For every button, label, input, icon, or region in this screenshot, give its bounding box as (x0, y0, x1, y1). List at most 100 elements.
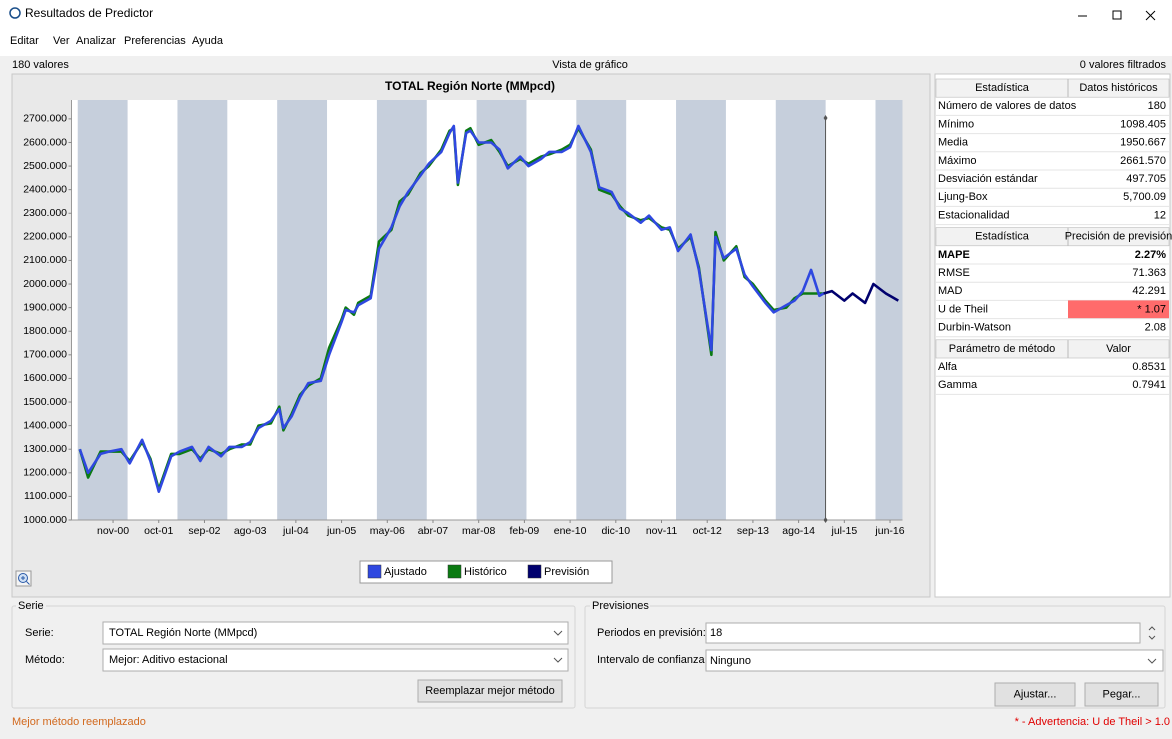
stats-value: 2.08 (1145, 322, 1166, 334)
serie-group (11, 605, 576, 709)
stats-label: Estacionalidad (938, 209, 1010, 221)
y-tick-label: 2300.000 (23, 207, 67, 219)
stats-value: 5,700.09 (1123, 191, 1166, 203)
x-tick-label: dic-10 (602, 525, 631, 537)
season-band (77, 100, 128, 520)
y-tick-label: 2500.000 (23, 160, 67, 172)
y-tick-label: 1000.000 (23, 514, 67, 526)
y-tick-label: 1200.000 (23, 467, 67, 479)
chart-title: TOTAL Región Norte (MMpcd) (385, 79, 555, 93)
group-title-bg (16, 600, 46, 612)
dropdown-arrow (553, 657, 563, 663)
season-band (875, 100, 903, 520)
x-tick-label: oct-01 (144, 525, 173, 537)
spinner[interactable] (1148, 626, 1156, 640)
periods-input[interactable] (705, 622, 1141, 644)
x-tick-label: jun-05 (326, 525, 356, 537)
restore[interactable] (1112, 10, 1122, 20)
periods-value: 18 (710, 627, 722, 639)
y-tick-label: 1100.000 (24, 490, 67, 502)
y-tick-label: 1400.000 (23, 419, 67, 431)
adjust-button[interactable] (994, 682, 1076, 707)
stats-value: 42.291 (1132, 285, 1166, 297)
stats-value: 2661.570 (1120, 155, 1166, 167)
menu-item[interactable]: Preferencias (124, 35, 186, 47)
season-band (676, 100, 726, 520)
x-tick-label: ago-03 (234, 525, 267, 537)
season-band (576, 100, 627, 520)
view-label: Vista de gráfico (552, 59, 628, 71)
x-tick-label: abr-07 (418, 525, 449, 537)
y-tick-label: 2200.000 (23, 231, 67, 243)
method-value: Mejor: Aditivo estacional (109, 654, 228, 666)
stats-header: Precisión de previsión (1065, 231, 1172, 243)
stats-value: 1098.405 (1120, 118, 1166, 130)
legend-swatch (527, 564, 542, 579)
app-icon (9, 7, 21, 19)
legend-label: Histórico (464, 566, 507, 578)
stats-value: 71.363 (1132, 267, 1166, 279)
window-title: Resultados de Predictor (25, 6, 153, 20)
y-tick-label: 1300.000 (23, 443, 67, 455)
stats-panel (934, 73, 1171, 598)
stats-header: Estadística (975, 82, 1030, 94)
stats-header: Parámetro de método (949, 343, 1055, 355)
legend-label: Previsión (544, 566, 589, 578)
y-tick-label: 2600.000 (23, 136, 67, 148)
serie-dropdown[interactable] (102, 621, 569, 645)
close[interactable] (1145, 10, 1156, 21)
replace-button[interactable] (417, 679, 563, 703)
paste-button-label: Pegar... (1103, 688, 1141, 700)
series-line (823, 282, 899, 305)
stats-value: 1950.667 (1120, 137, 1166, 149)
replace-button-label: Reemplazar mejor método (425, 685, 555, 697)
stats-value: 497.705 (1126, 173, 1166, 185)
stats-label: U de Theil (938, 303, 988, 315)
zoom-button[interactable] (15, 570, 32, 587)
season-band (775, 100, 826, 520)
stats-value: 0.8531 (1132, 361, 1166, 373)
stats-header: Estadística (975, 231, 1030, 243)
periods-label: Periodos en previsión: (597, 627, 706, 639)
dropdown-arrow (553, 630, 563, 636)
stats-label: MAPE (938, 249, 970, 261)
serie-group-title: Serie (18, 600, 44, 612)
stats-label: Máximo (938, 155, 977, 167)
stats-value: 180 (1148, 100, 1166, 112)
stats-label: Desviación estándar (938, 173, 1038, 185)
x-tick-label: mar-08 (462, 525, 495, 537)
x-tick-label: nov-11 (646, 525, 677, 537)
stats-header: Datos históricos (1079, 82, 1158, 94)
stats-label: Gamma (938, 379, 978, 391)
adjust-button-label: Ajustar... (1014, 688, 1057, 700)
series-line (78, 124, 825, 493)
x-tick-label: jul-15 (830, 525, 857, 537)
x-tick-label: nov-00 (97, 525, 129, 537)
legend-label: Ajustado (384, 566, 427, 578)
value-count: 180 valores (12, 59, 69, 71)
toolbar (0, 56, 1172, 73)
stats-label: Media (938, 137, 969, 149)
y-tick-label: 1500.000 (23, 396, 67, 408)
menu-item[interactable]: Ayuda (192, 35, 224, 47)
y-tick-label: 2000.000 (23, 278, 67, 290)
y-tick-label: 1700.000 (23, 349, 67, 361)
dropdown-arrow (1147, 658, 1157, 664)
stats-label: Mínimo (938, 118, 974, 130)
x-tick-label: ago-14 (782, 525, 815, 537)
interval-dropdown[interactable] (705, 649, 1164, 672)
forecast-group-title: Previsiones (592, 600, 649, 612)
menu-item[interactable]: Ver (53, 35, 70, 47)
stats-label: Número de valores de datos (938, 100, 1077, 112)
menu-item[interactable]: Editar (10, 35, 39, 47)
season-band (277, 100, 328, 520)
title-area (0, 0, 1172, 56)
method-dropdown[interactable] (102, 648, 569, 672)
zoom-glyph (21, 576, 30, 585)
stats-header-row (935, 339, 1170, 359)
menu-item[interactable]: Analizar (76, 35, 116, 47)
serie-label: Serie: (25, 627, 54, 639)
paste-button[interactable] (1084, 682, 1159, 707)
x-tick-label: sep-13 (737, 525, 769, 537)
